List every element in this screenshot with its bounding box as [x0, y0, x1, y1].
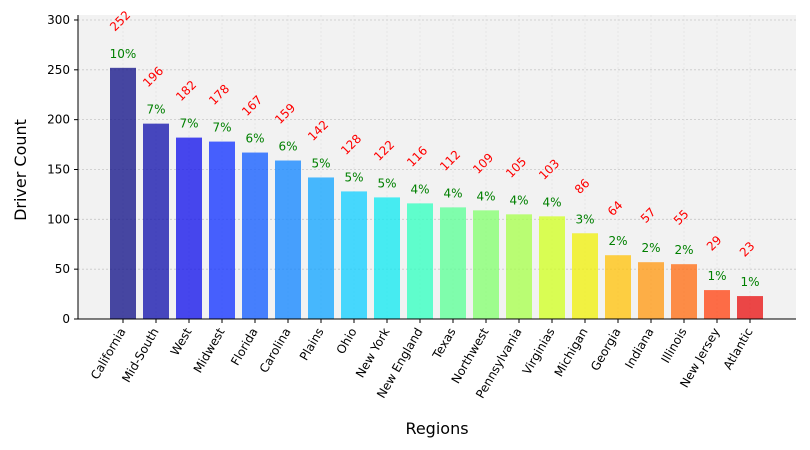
bar	[143, 123, 169, 319]
percent-label: 4%	[509, 193, 528, 207]
x-tick-label: Plains	[297, 326, 327, 363]
bar	[275, 160, 301, 319]
x-tick-label: Georgia	[588, 326, 624, 374]
bar	[407, 203, 433, 319]
percent-label: 2%	[674, 243, 693, 257]
x-tick-label: Florida	[228, 326, 261, 368]
y-axis-title: Driver Count	[11, 119, 30, 221]
bar	[506, 214, 532, 319]
percent-label: 4%	[443, 186, 462, 200]
y-tick-label: 100	[47, 212, 70, 226]
y-tick-label: 150	[47, 162, 70, 176]
percent-label: 4%	[542, 195, 561, 209]
bar	[341, 191, 367, 319]
x-tick-label: Ohio	[334, 326, 360, 357]
percent-label: 4%	[410, 182, 429, 196]
bar	[242, 152, 268, 319]
x-tick-label: Virginias	[520, 326, 558, 378]
x-tick-label: Illinois	[658, 326, 689, 366]
x-tick-label: Texas	[429, 326, 458, 363]
bar	[176, 137, 202, 319]
y-tick-label: 0	[62, 312, 70, 326]
x-axis-title: Regions	[405, 419, 468, 438]
bar	[440, 207, 466, 319]
percent-label: 5%	[344, 170, 363, 184]
percent-label: 4%	[476, 189, 495, 203]
bar	[374, 197, 400, 319]
percent-label: 5%	[377, 176, 396, 190]
x-tick-label: Midwest	[191, 325, 228, 375]
y-axis-ticks: 0 50 100 150 200 250 300	[47, 13, 78, 326]
percent-label: 1%	[707, 269, 726, 283]
percent-label: 1%	[740, 275, 759, 289]
percent-label: 2%	[641, 241, 660, 255]
y-tick-label: 50	[55, 262, 70, 276]
bar	[671, 264, 697, 319]
bar	[572, 233, 598, 319]
x-tick-label: Indiana	[622, 326, 656, 371]
x-tick-label: Michigan	[552, 326, 591, 380]
percent-label: 2%	[608, 234, 627, 248]
percent-label: 7%	[146, 103, 165, 117]
percent-label: 3%	[575, 212, 594, 226]
x-tick-label: Atlantic	[721, 326, 756, 373]
percent-label: 5%	[311, 156, 330, 170]
y-tick-label: 250	[47, 63, 70, 77]
bar	[605, 255, 631, 319]
bar	[308, 177, 334, 319]
bar	[473, 210, 499, 319]
y-tick-label: 200	[47, 113, 70, 127]
bars	[110, 67, 763, 319]
x-tick-label: West	[168, 325, 195, 358]
percent-label: 6%	[245, 132, 264, 146]
bar	[539, 216, 565, 319]
bar	[737, 296, 763, 319]
percent-label: 10%	[110, 47, 137, 61]
bar	[704, 290, 730, 319]
bar	[209, 141, 235, 319]
bar	[110, 67, 136, 319]
x-tick-label: Carolina	[257, 326, 294, 376]
percent-label: 7%	[212, 121, 231, 135]
percent-label: 6%	[278, 140, 297, 154]
bar	[638, 262, 664, 319]
percent-label: 7%	[179, 117, 198, 131]
y-tick-label: 300	[47, 13, 70, 27]
